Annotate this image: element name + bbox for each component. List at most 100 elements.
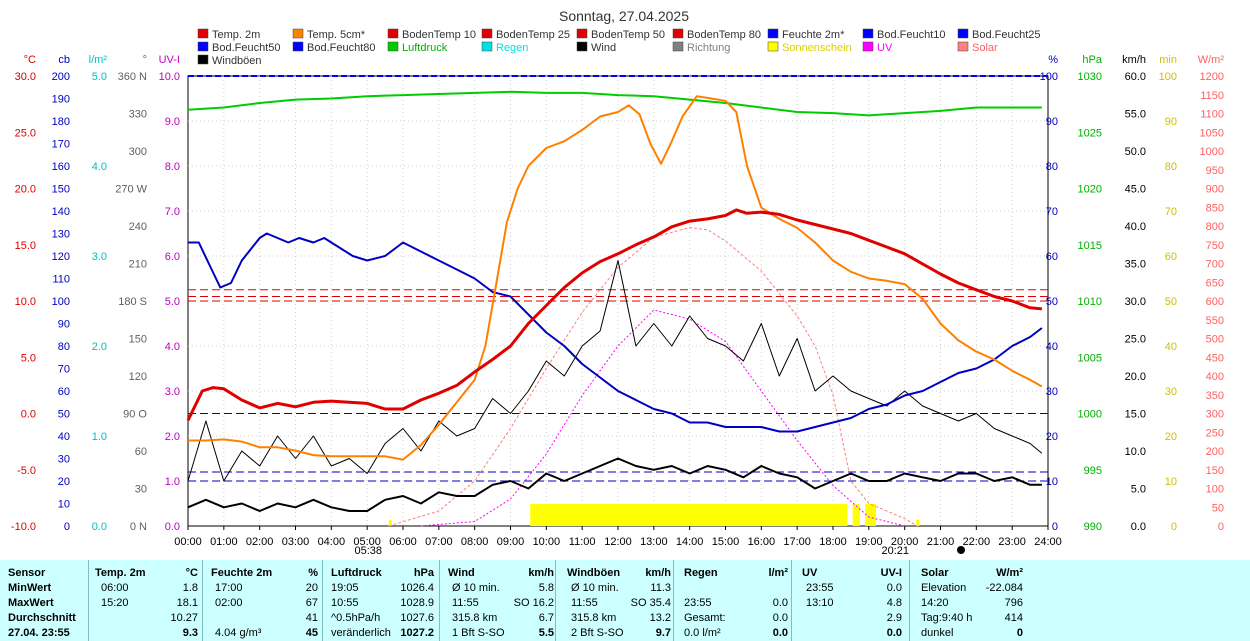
stats-cell: Tag:9:40 h [921, 612, 973, 624]
stats-value: 20 [305, 582, 318, 594]
legend-label: Windböen [212, 55, 262, 67]
stats-header: km/h [645, 567, 671, 579]
stats-cell: ^0.5hPa/h [331, 612, 381, 624]
stats-header: Feuchte 2m [211, 567, 273, 579]
x-tick-label: 21:00 [927, 536, 955, 548]
axis-tick-label: 500 [1206, 334, 1224, 346]
stats-cell: 4.04 g/m³ [215, 627, 262, 639]
axis-unit: % [1048, 54, 1058, 66]
axis-tick-label: 995 [1084, 465, 1102, 477]
stats-header: Regen [684, 567, 718, 579]
moon-phase-icon [957, 546, 965, 554]
x-tick-label: 04:00 [318, 536, 346, 548]
axis-tick-label: 80 [58, 341, 70, 353]
axis-tick-label: 1030 [1078, 71, 1102, 83]
series-line [420, 309, 905, 527]
axis-tick-label: 10 [58, 499, 70, 511]
axis-tick-label: 30 [135, 484, 147, 496]
statistics-table: Sensor Temp. 2m °C Feuchte 2m% Luftdruck hPa W… [0, 560, 1250, 641]
axis-tick-label: 1010 [1078, 296, 1102, 308]
axis-tick-label: 140 [52, 206, 70, 218]
axis-tick-label: 4.0 [165, 341, 180, 353]
stats-cell: Ø 10 min. [571, 582, 619, 594]
axis-tick-label: 350 [1206, 390, 1224, 402]
sunshine-bar [530, 504, 848, 526]
axis-tick-label: 1000 [1078, 409, 1102, 421]
axis-tick-label: 35.0 [1125, 259, 1146, 271]
axis-tick-label: 60 [1046, 251, 1058, 263]
column-divider [791, 560, 792, 641]
stats-cell: 315.8 km [452, 612, 498, 624]
stats-cell: 15:20 [101, 597, 129, 609]
axis-tick-label: 850 [1206, 202, 1224, 214]
stats-cell: 0.0 l/m² [684, 627, 721, 639]
axis-tick-label: 4.0 [92, 161, 107, 173]
axis-tick-label: 10.0 [159, 71, 180, 83]
legend-swatch [767, 28, 779, 39]
stats-value: 5.5 [538, 627, 554, 639]
axis-tick-label: 30 [58, 454, 70, 466]
axis-tick-label: 450 [1206, 352, 1224, 364]
x-tick-label: 19:00 [855, 536, 883, 548]
axis-tick-label: 20.0 [1125, 371, 1146, 383]
axis-tick-label: 5.0 [92, 71, 107, 83]
axis-tick-label: 10.0 [1125, 446, 1146, 458]
stats-cell: 10:55 [331, 597, 359, 609]
column-divider [555, 560, 556, 641]
legend-swatch [292, 41, 304, 52]
axis-tick-label: 0.0 [165, 521, 180, 533]
column-divider [202, 560, 203, 641]
axis-tick-label: 55.0 [1125, 109, 1146, 121]
x-tick-label: 09:00 [497, 536, 525, 548]
stats-value: 1026.4 [400, 582, 434, 594]
axis-unit: UV-I [159, 54, 180, 66]
axis-tick-label: 180 [52, 116, 70, 128]
legend-label: Temp. 5cm* [307, 29, 366, 41]
axis-tick-label: 300 [129, 146, 147, 158]
axis-tick-label: 80 [1165, 161, 1177, 173]
axis-tick-label: 170 [52, 139, 70, 151]
axis-tick-label: 40 [58, 431, 70, 443]
stats-value: 1028.9 [400, 597, 434, 609]
x-tick-label: 10:00 [533, 536, 561, 548]
series-line [187, 260, 1043, 482]
stats-row-label: 27.04. 23:55 [8, 627, 70, 639]
axis-tick-label: 70 [1165, 206, 1177, 218]
stats-cell: Gesamt: [684, 612, 726, 624]
axis-tick-label: 330 [129, 109, 147, 121]
axis-tick-label: 40 [1046, 341, 1058, 353]
axis-tick-label: 45.0 [1125, 184, 1146, 196]
axis-tick-label: 20 [1165, 431, 1177, 443]
axis-tick-label: 160 [52, 161, 70, 173]
axis-tick-label: 50 [58, 409, 70, 421]
axis-tick-label: 9.0 [165, 116, 180, 128]
x-tick-label: 17:00 [783, 536, 811, 548]
axis-tick-label: 0.0 [21, 409, 36, 421]
axis-tick-label: 20.0 [15, 184, 36, 196]
weather-chart: Sonntag, 27.04.2025 Temp. 2m Temp. 5cm* Bo… [11, 8, 1224, 557]
axis-tick-label: 60 [58, 386, 70, 398]
axis-unit: l/m² [89, 54, 108, 66]
axis-tick-label: 15.0 [1125, 409, 1146, 421]
axis-tick-label: 90 [58, 319, 70, 331]
stats-cell: dunkel [921, 627, 954, 639]
stats-header: Wind [448, 567, 475, 579]
legend-swatch [197, 28, 209, 39]
axis-tick-label: 1020 [1078, 184, 1102, 196]
legend-swatch [576, 28, 588, 39]
legend-label: UV [877, 42, 893, 54]
stats-header: W/m² [996, 567, 1023, 579]
x-tick-label: 13:00 [640, 536, 668, 548]
axis-unit: min [1159, 54, 1177, 66]
axis-tick-label: 1100 [1200, 109, 1224, 121]
axis-tick-label: 1015 [1078, 240, 1102, 252]
axis-tick-label: 0 [1171, 521, 1177, 533]
axis-tick-label: -5.0 [17, 465, 36, 477]
legend-swatch [862, 41, 874, 52]
stats-value: 9.3 [182, 627, 198, 639]
axis-tick-label: 7.0 [165, 206, 180, 218]
legend-swatch [767, 41, 779, 52]
axis-tick-label: 0 [1052, 521, 1058, 533]
legend: Temp. 2m Temp. 5cm* BodenTemp 10 BodenTemp … [197, 28, 1041, 67]
axis-tick-label: 120 [129, 371, 147, 383]
